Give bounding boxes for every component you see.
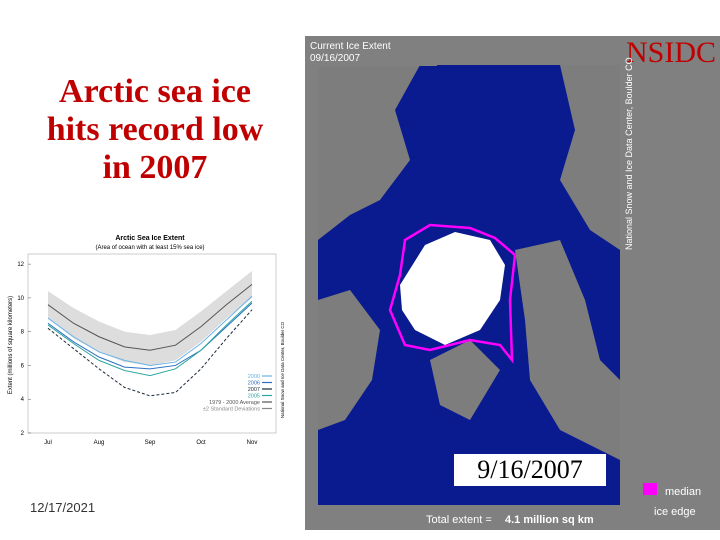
legend-label: 1979 - 2000 Average (209, 400, 260, 406)
slide-title: Arctic sea ice hits record low in 2007 (47, 73, 264, 186)
x-tick-label: Oct (196, 440, 206, 446)
x-tick-label: Jul (44, 440, 52, 446)
series-line (47, 300, 253, 377)
y-tick-label: 10 (17, 296, 24, 302)
median-swatch (643, 483, 657, 495)
y-axis-label: Extent (millions of square kilometers) (8, 296, 14, 394)
chart-title: Arctic Sea Ice Extent (115, 235, 185, 242)
chart-credit: National Snow and Ice Data Center, Bould… (280, 321, 285, 418)
legend-label: ice edge (654, 506, 696, 518)
series-line (47, 284, 253, 351)
logo: NSIDC (626, 36, 716, 69)
slide-date: 12/17/2021 (30, 500, 95, 515)
legend-label: ±2 Standard Deviations (203, 407, 260, 413)
legend-label: 2006 (248, 381, 260, 387)
legend-label: 2000 (248, 374, 260, 380)
total-label: Total extent = (426, 514, 492, 526)
series-line (47, 295, 253, 366)
series-line (47, 309, 253, 397)
map-credit: National Snow and Ice Data Center, Bould… (624, 57, 634, 250)
x-tick-label: Sep (145, 440, 156, 446)
map-date: 9/16/2007 (477, 455, 582, 484)
legend-label: 2007 (248, 387, 260, 393)
map: Current Ice Extent 09/16/2007 NSIDC Nati… (305, 36, 720, 530)
extent-chart: Arctic Sea Ice Extent (Area of ocean wit… (8, 235, 285, 446)
y-tick-label: 2 (21, 431, 25, 437)
x-tick-label: Nov (247, 440, 258, 446)
std-band (48, 270, 252, 366)
series-line (47, 302, 253, 370)
legend-label: median (665, 486, 701, 498)
map-header-date: 09/16/2007 (310, 53, 360, 64)
chart-subtitle: (Area of ocean with at least 15% sea ice… (95, 245, 204, 251)
y-tick-label: 6 (21, 363, 25, 369)
total-value: 4.1 million sq km (505, 514, 594, 526)
y-tick-label: 12 (17, 262, 24, 268)
legend-label: 2005 (248, 394, 260, 400)
x-tick-label: Aug (94, 440, 105, 446)
y-tick-label: 8 (21, 330, 25, 336)
y-tick-label: 4 (21, 397, 25, 403)
map-header: Current Ice Extent (310, 41, 391, 52)
